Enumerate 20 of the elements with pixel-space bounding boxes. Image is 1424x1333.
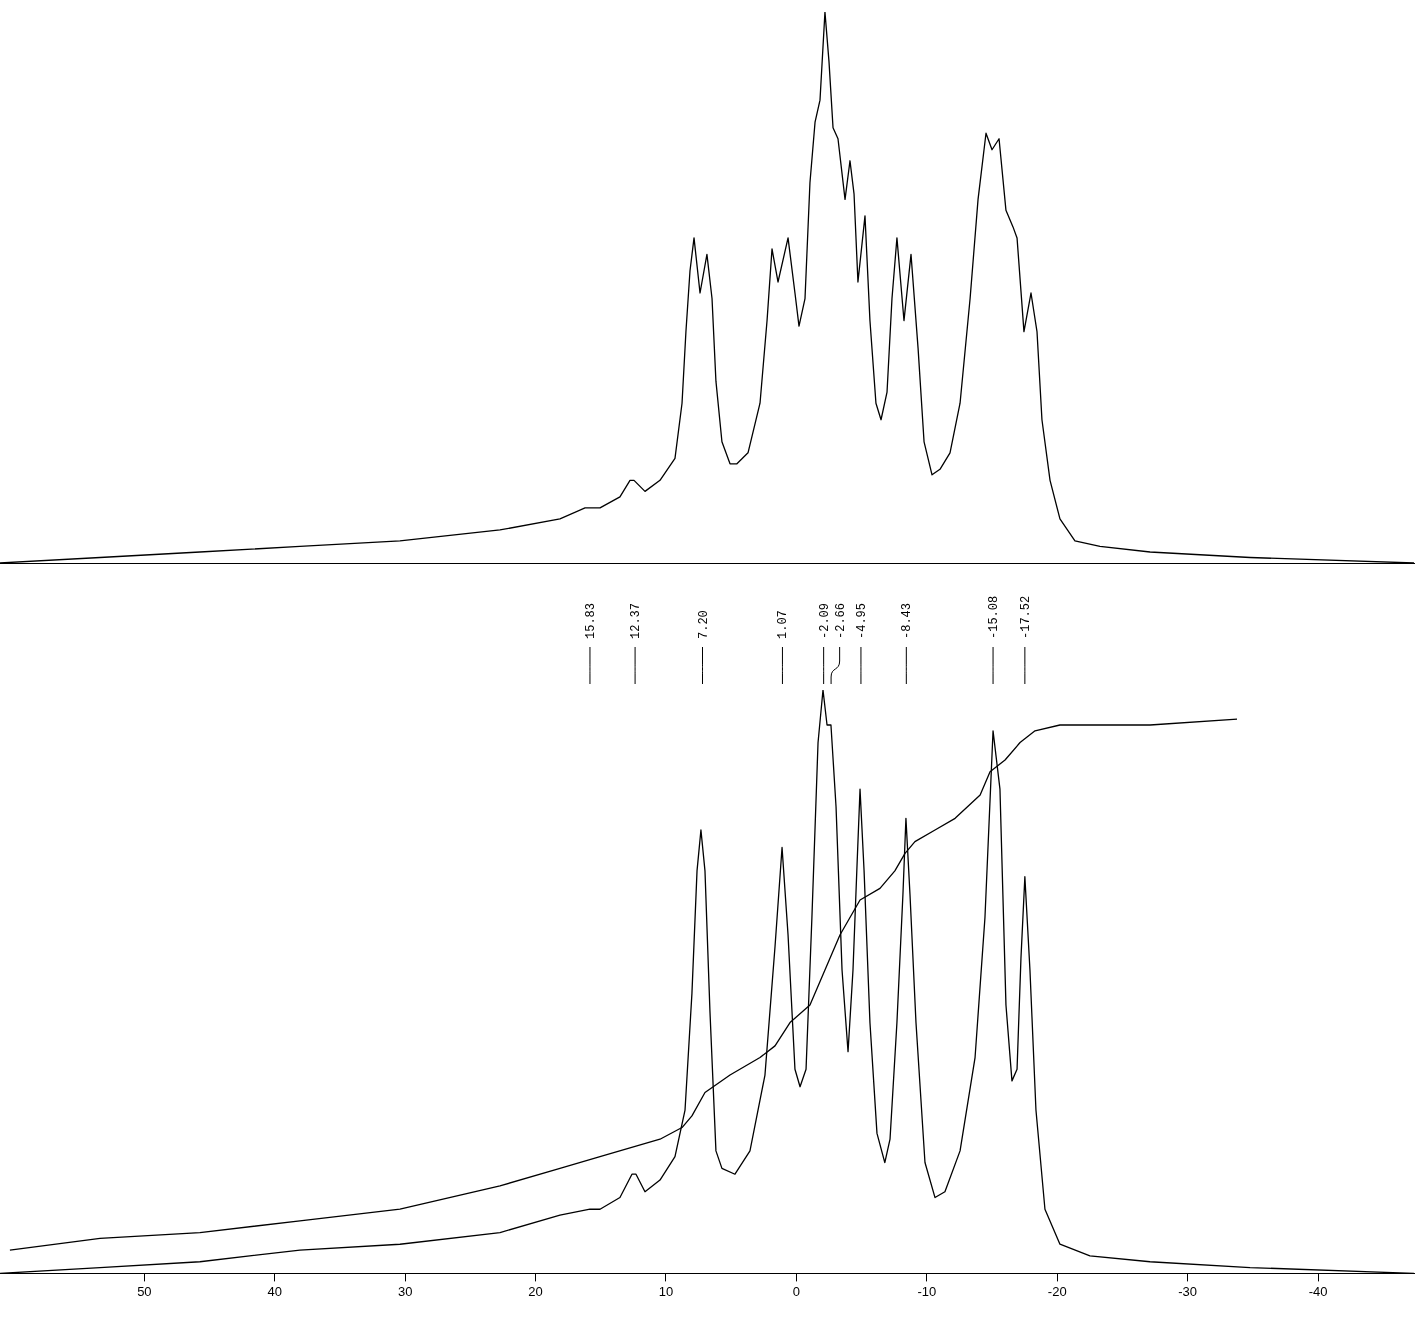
annotation: -8.43 — [900, 602, 915, 639]
annotation: -2.09 — [817, 602, 832, 639]
annotation: 15.83 — [583, 602, 598, 639]
annotation: 1.07 — [776, 610, 791, 639]
x-tick-label: 30 — [397, 1283, 413, 1299]
x-tick-label: 50 — [137, 1283, 152, 1299]
annotation: -4.95 — [854, 602, 869, 639]
annotation: -15.08 — [987, 595, 1002, 639]
x-tick-label: -20 — [1047, 1283, 1067, 1299]
annotation: 12.37 — [629, 602, 644, 639]
x-tick-label: -30 — [1178, 1283, 1198, 1299]
x-tick-label: 40 — [267, 1283, 282, 1299]
x-tick-label: 10 — [658, 1283, 674, 1299]
x-tick-label: 20 — [528, 1283, 543, 1299]
x-tick-label: -40 — [1308, 1283, 1328, 1299]
annotation: -2.66 — [833, 602, 848, 639]
x-tick-label: 0 — [792, 1283, 801, 1299]
annotation: 7.20 — [696, 610, 711, 639]
x-tick-label: -10 — [917, 1283, 937, 1299]
annotation: -17.52 — [1018, 595, 1033, 639]
